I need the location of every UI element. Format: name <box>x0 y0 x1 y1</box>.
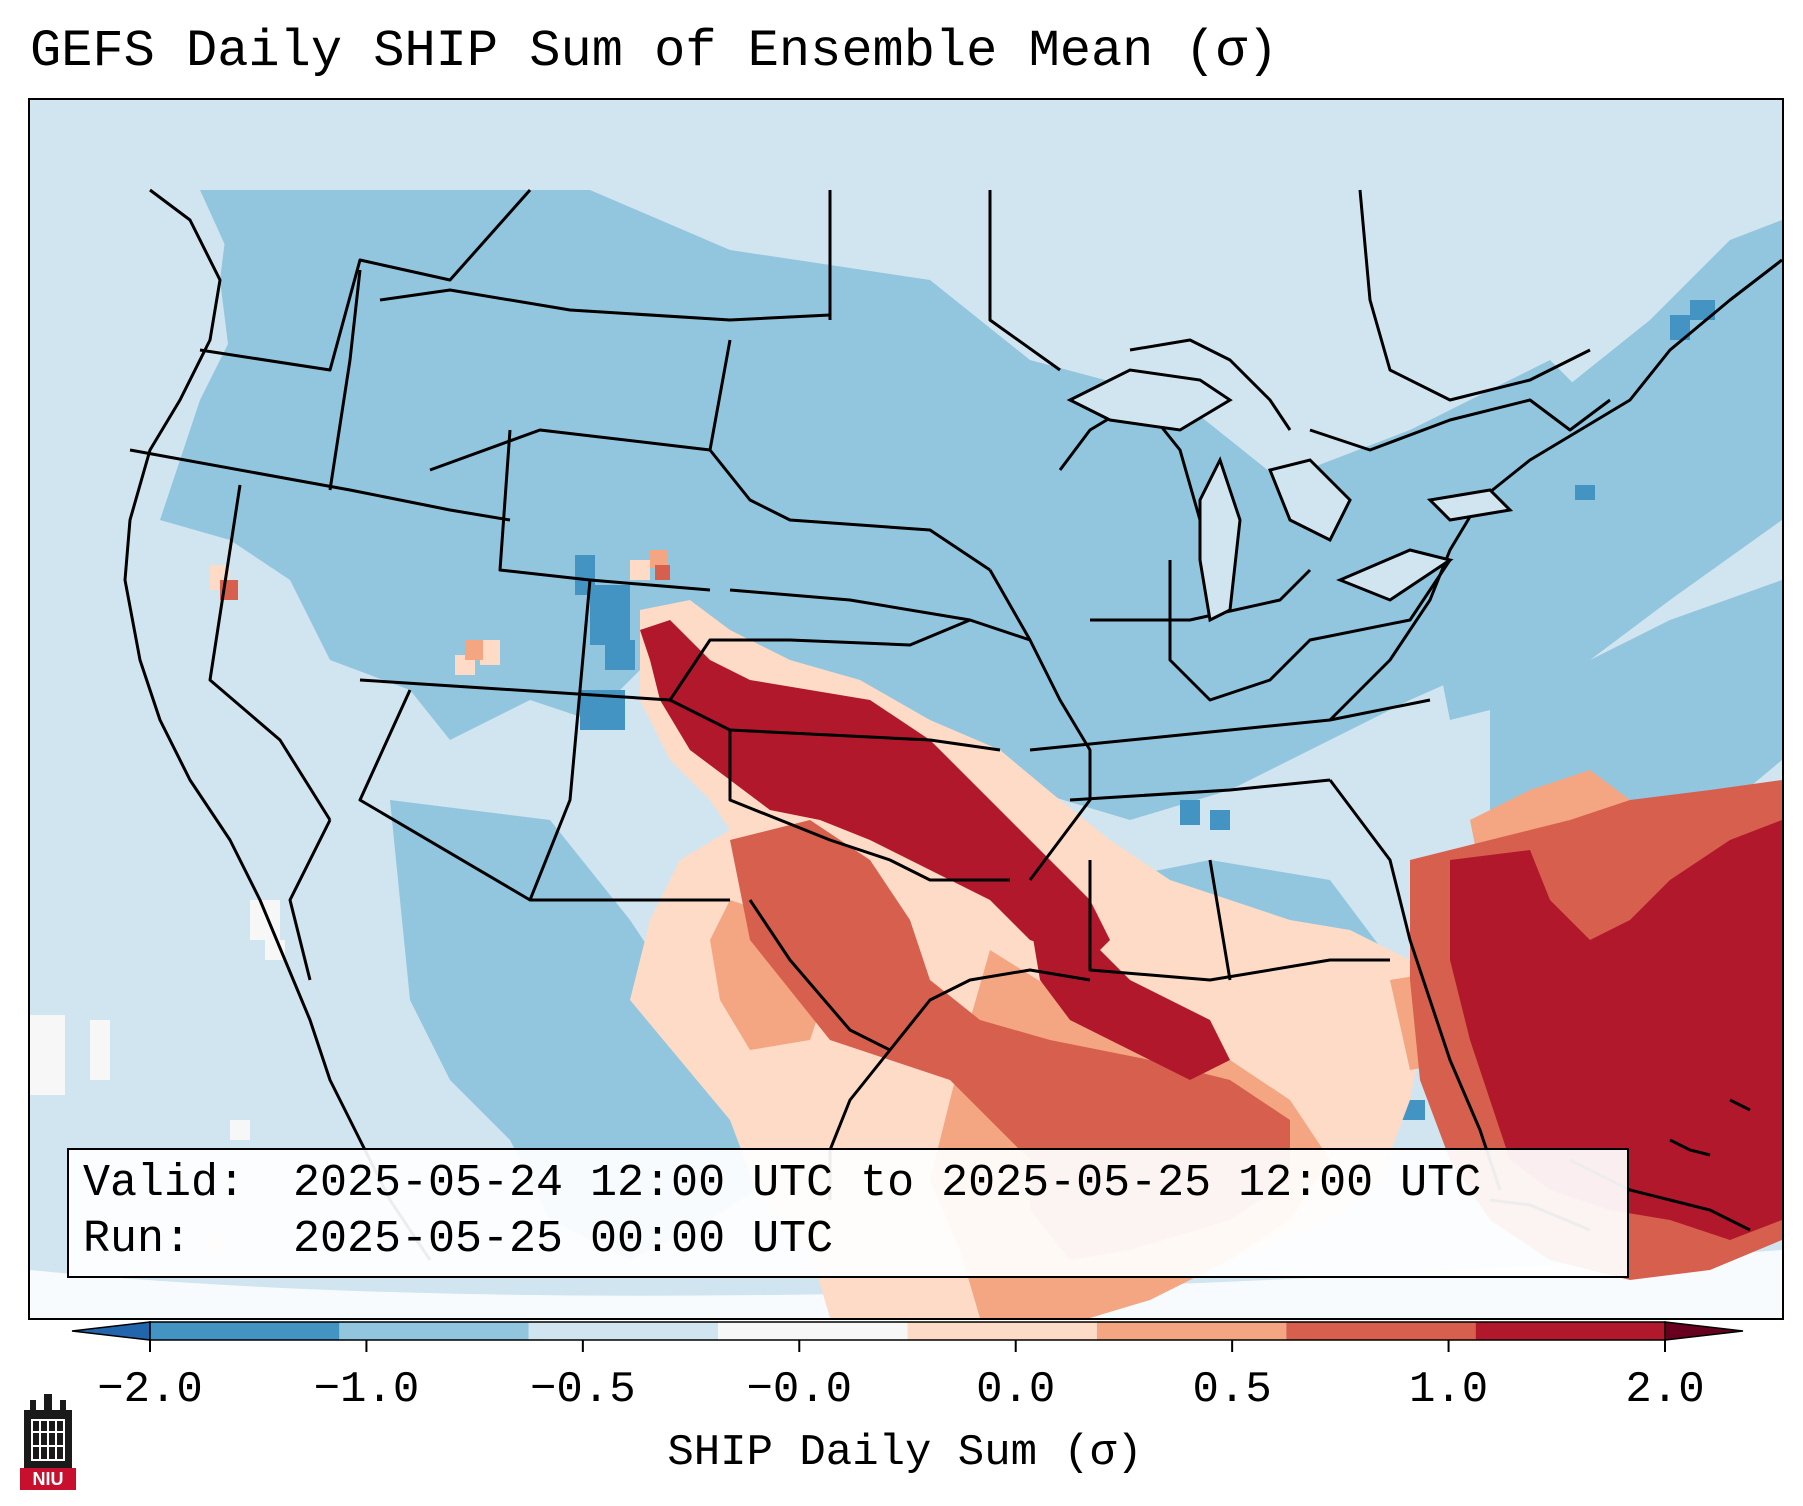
colorbar-segments <box>71 1321 1744 1341</box>
lake-michigan <box>1198 456 1242 623</box>
colorbar-tick-label: −1.0 <box>313 1365 420 1415</box>
colorbar-segment <box>907 1322 1097 1340</box>
colorbar-under-arrow <box>71 1321 151 1341</box>
run-value: 2025-05-25 00:00 UTC <box>293 1214 834 1265</box>
valid-label: Valid: <box>83 1158 246 1209</box>
map-svg <box>30 100 1782 1318</box>
map-panel <box>28 98 1784 1320</box>
colorbar-tick-label: −0.5 <box>530 1365 636 1415</box>
west-coastline <box>123 188 432 1261</box>
colorbar-segment <box>1096 1322 1287 1340</box>
run-label: Run: <box>83 1214 192 1265</box>
anomaly-extreme-positive <box>640 620 1782 1240</box>
colorbar-tick-label: −2.0 <box>97 1365 203 1415</box>
colorbar-tick-label: 0.0 <box>976 1365 1056 1415</box>
run-line: Run: 2025-05-25 00:00 UTC <box>83 1212 1627 1268</box>
lake-erie <box>1336 548 1454 602</box>
niu-logo: NIU <box>20 1390 76 1490</box>
logo-text: NIU <box>20 1468 76 1490</box>
colorbar-frame <box>149 1321 1666 1341</box>
colorbar-segment <box>339 1322 529 1340</box>
info-box: Valid: 2025-05-24 12:00 UTC to 2025-05-25… <box>67 1148 1629 1278</box>
colorbar-tick-label: 2.0 <box>1625 1365 1705 1415</box>
castle-icon <box>24 1394 72 1468</box>
valid-line: Valid: 2025-05-24 12:00 UTC to 2025-05-25… <box>83 1156 1627 1212</box>
great-lakes <box>1066 368 1514 623</box>
colorbar-segment <box>150 1322 340 1340</box>
off-domain-area <box>30 1250 1782 1318</box>
colorbar-tick-label: −0.0 <box>746 1365 853 1415</box>
lake-ontario <box>1426 488 1514 522</box>
colorbar-segment <box>1286 1322 1476 1340</box>
colorbar-segment <box>718 1322 908 1340</box>
colorbar-ticks <box>149 1340 1666 1352</box>
valid-value: 2025-05-24 12:00 UTC to 2025-05-25 12:00… <box>293 1158 1482 1209</box>
anomaly-near-zero <box>30 900 285 1140</box>
colorbar-over-arrow <box>1664 1321 1744 1341</box>
colorbar-segment <box>1475 1322 1665 1340</box>
colorbar-tick-label: 0.5 <box>1192 1365 1272 1415</box>
colorbar <box>71 1321 1744 1352</box>
colorbar-label: SHIP Daily Sum (σ) <box>667 1428 1143 1478</box>
chart-title: GEFS Daily SHIP Sum of Ensemble Mean (σ) <box>30 22 1279 81</box>
east-coastline <box>1328 779 1502 1191</box>
boundaries <box>123 188 1782 1261</box>
lake-superior <box>1066 368 1233 432</box>
colorbar-tick-label: 1.0 <box>1408 1365 1489 1415</box>
colorbar-segment <box>528 1322 719 1340</box>
lake-huron <box>1267 458 1352 543</box>
